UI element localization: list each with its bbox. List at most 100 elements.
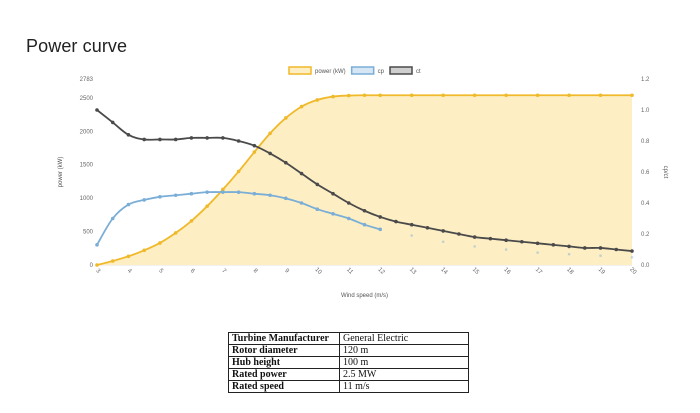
ct-data-point (394, 219, 398, 224)
y-right-tick-label: 1.2 (641, 77, 650, 83)
ct-data-point (173, 137, 178, 142)
power-data-point (173, 231, 178, 235)
ct-data-point (425, 226, 430, 230)
cp-data-point (268, 193, 272, 198)
ct-data-point (551, 243, 556, 247)
power-data-point (284, 116, 288, 120)
ct-data-point (268, 151, 272, 156)
power-legend-label: power (kW) (315, 69, 346, 75)
ct-data-point (126, 133, 131, 137)
y-right-axis-title: cp/ct (662, 166, 668, 179)
ct-data-point (614, 247, 619, 252)
spec-label: Rated speed (228, 380, 340, 393)
x-tick-label: 12 (376, 267, 385, 276)
power-data-point (362, 93, 367, 98)
power-data-point (630, 93, 634, 98)
cp-data-point (378, 227, 383, 232)
spec-value: 11 m/s (339, 380, 469, 393)
y-right-tick-label: 0.0 (641, 263, 650, 269)
cp-data-point (315, 207, 320, 211)
table-row: Hub height 100 m (228, 356, 469, 369)
x-tick-label: 3 (94, 268, 101, 275)
ct-data-point (582, 246, 587, 250)
spec-label: Hub height (228, 356, 340, 369)
spec-label: Rated power (228, 368, 340, 381)
power-data-point (535, 93, 540, 98)
x-tick-label: 8 (252, 268, 259, 275)
cp-data-point (567, 252, 571, 256)
x-tick-label: 9 (283, 268, 290, 275)
power-data-point (126, 254, 131, 259)
y-left-tick-label: 1000 (80, 196, 94, 202)
table-row: Turbine Manufacturer General Electric (228, 332, 469, 345)
cp-data-point (173, 193, 178, 198)
ct-data-point (299, 171, 304, 176)
power-data-point (567, 93, 571, 98)
ct-data-point (457, 232, 461, 236)
ct-data-point (472, 235, 477, 239)
power-data-point (142, 248, 147, 253)
ct-data-point (205, 136, 209, 140)
power-legend-swatch (288, 66, 312, 75)
cp-data-point (158, 195, 162, 199)
x-tick-label: 10 (314, 267, 323, 276)
cp-data-point (599, 254, 602, 257)
ct-data-point (331, 191, 335, 196)
cp-data-point (110, 216, 115, 221)
y-right-tick-label: 0.2 (641, 232, 650, 238)
ct-data-point (535, 241, 540, 246)
power-data-point (598, 93, 603, 98)
power-data-point (346, 93, 351, 98)
y-right-tick-label: 0.8 (641, 139, 650, 145)
ct-data-point (520, 239, 524, 244)
y-right-tick-label: 0.4 (641, 201, 650, 207)
power-data-point (236, 169, 241, 174)
x-tick-label: 4 (126, 268, 133, 275)
y-left-tick-label: 2783 (80, 77, 94, 83)
cp-data-point (252, 191, 257, 196)
ct-data-point (504, 238, 508, 242)
ct-data-point (346, 201, 351, 205)
power-data-point (252, 150, 257, 154)
ct-data-point (158, 137, 162, 142)
cp-data-point (331, 212, 335, 216)
power-data-point (221, 187, 225, 192)
x-tick-label: 15 (471, 267, 480, 276)
spec-label: Turbine Manufacturer (228, 332, 340, 345)
cp-data-point (284, 196, 288, 201)
ct-data-point (236, 139, 241, 143)
cp-data-point (441, 240, 445, 244)
ct-data-point (488, 236, 493, 241)
power-data-point (331, 94, 335, 99)
y-left-tick-label: 500 (83, 230, 94, 236)
ct-data-point (441, 229, 445, 233)
cp-data-point (362, 222, 367, 227)
power-data-point (158, 241, 162, 245)
ct-data-point (598, 246, 603, 250)
ct-data-point (221, 136, 225, 140)
table-row: Rotor diameter 120 m (228, 344, 469, 357)
cp-data-point (299, 201, 304, 205)
x-tick-label: 18 (565, 267, 574, 276)
cp-data-point (205, 190, 209, 194)
cp-legend-label: cp (378, 69, 385, 75)
x-tick-label: 5 (157, 268, 164, 275)
cp-legend-swatch (350, 66, 375, 75)
cp-data-point (504, 248, 508, 251)
ct-legend-label: ct (416, 69, 421, 75)
table-row: Rated power 2.5 MW (228, 368, 469, 381)
x-tick-label: 11 (345, 267, 354, 276)
x-tick-label: 14 (439, 267, 448, 276)
y-right-tick-label: 0.6 (641, 170, 650, 176)
x-tick-label: 13 (408, 267, 417, 276)
cp-data-point (221, 190, 225, 194)
cp-data-point (346, 216, 351, 221)
ct-data-point (284, 160, 288, 165)
y-left-axis-title: power (kW) (58, 157, 64, 188)
power-data-point (189, 219, 194, 223)
cp-data-point (236, 190, 241, 194)
ct-data-point (567, 244, 571, 249)
cp-data-point (126, 202, 131, 207)
ct-data-point (95, 108, 99, 112)
power-data-point (268, 131, 272, 136)
